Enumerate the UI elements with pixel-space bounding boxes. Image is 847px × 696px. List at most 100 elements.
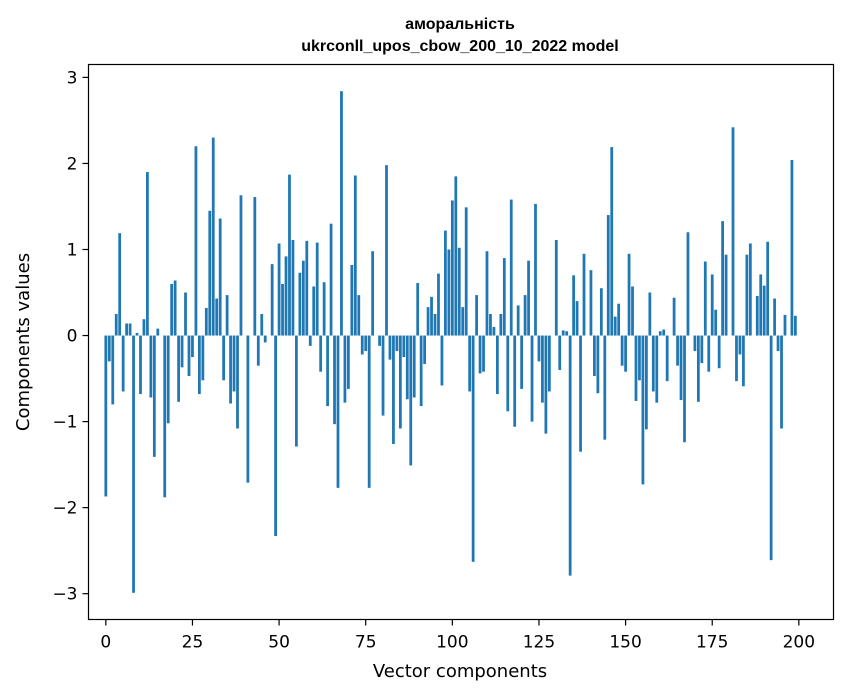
bar xyxy=(308,335,312,346)
bar xyxy=(554,240,558,336)
bar xyxy=(641,335,645,485)
bar xyxy=(322,282,326,336)
bar xyxy=(139,335,142,395)
x-tick-label: 200 xyxy=(783,633,815,653)
bar xyxy=(135,332,139,336)
x-axis-label: Vector components xyxy=(373,661,547,682)
bar xyxy=(353,175,357,336)
bar xyxy=(326,335,329,407)
y-tick-label: −2 xyxy=(52,499,77,519)
bar xyxy=(648,292,652,336)
bar xyxy=(447,249,451,336)
bar xyxy=(398,335,402,429)
bar xyxy=(627,253,631,336)
bar xyxy=(610,147,614,336)
chart-title-line1: аморальність xyxy=(405,16,515,33)
bar xyxy=(644,335,648,430)
bar xyxy=(385,165,388,336)
bar xyxy=(513,335,517,427)
bar xyxy=(509,199,513,336)
bar xyxy=(121,335,125,392)
bar xyxy=(748,243,752,336)
bar xyxy=(125,323,129,336)
bar xyxy=(599,288,603,336)
bar xyxy=(253,197,257,336)
bar xyxy=(437,273,440,336)
bar xyxy=(596,335,600,394)
bar xyxy=(762,285,766,336)
bar xyxy=(461,307,465,336)
bar xyxy=(357,295,361,336)
bar xyxy=(482,335,485,372)
bar xyxy=(170,283,174,336)
bar xyxy=(315,242,319,336)
bar xyxy=(724,254,728,336)
bar xyxy=(558,335,562,370)
bar xyxy=(502,258,506,336)
bar xyxy=(350,264,354,336)
bar xyxy=(703,261,707,336)
bar xyxy=(225,295,229,336)
x-axis-ticks: 0 25 50 75 100 125 150 175 200 xyxy=(100,619,815,653)
bar xyxy=(537,335,541,362)
bar xyxy=(468,335,472,392)
bar xyxy=(565,331,569,336)
bar xyxy=(222,335,226,381)
bar xyxy=(710,274,714,336)
bar xyxy=(693,335,697,352)
bar xyxy=(239,195,243,336)
x-tick-label: 50 xyxy=(268,633,290,653)
bar xyxy=(426,307,430,336)
bar xyxy=(478,335,482,374)
bar xyxy=(745,254,749,336)
bar xyxy=(232,335,236,392)
bar xyxy=(683,335,686,443)
bar xyxy=(780,335,783,429)
bar xyxy=(371,251,375,336)
bar xyxy=(547,335,551,392)
bar xyxy=(676,335,679,366)
bar xyxy=(132,335,135,593)
bar xyxy=(229,335,232,404)
bar xyxy=(343,335,347,403)
bar xyxy=(246,335,250,483)
bar xyxy=(489,314,492,336)
bar xyxy=(499,314,503,336)
bar xyxy=(717,335,721,369)
bar xyxy=(118,233,122,336)
bar xyxy=(589,270,593,336)
bar xyxy=(575,301,579,336)
bar xyxy=(603,335,607,440)
bar xyxy=(107,335,111,362)
bar xyxy=(544,335,548,434)
bar xyxy=(735,335,738,382)
bar xyxy=(606,215,610,336)
bar xyxy=(655,335,659,403)
bar xyxy=(444,230,447,336)
x-tick-label: 75 xyxy=(355,633,377,653)
bar xyxy=(492,326,496,336)
bar xyxy=(534,203,537,336)
bar xyxy=(405,335,409,400)
bar xyxy=(714,309,718,336)
bar xyxy=(194,146,198,336)
bar xyxy=(104,335,108,497)
bar xyxy=(295,335,298,447)
bar xyxy=(319,335,323,372)
bar xyxy=(381,335,385,416)
bar xyxy=(156,328,160,336)
bar xyxy=(613,316,617,336)
bar xyxy=(707,335,711,372)
x-tick-label: 150 xyxy=(609,633,641,653)
bar xyxy=(638,335,641,381)
bar xyxy=(128,323,132,336)
y-tick-label: 1 xyxy=(67,241,78,261)
bar xyxy=(582,253,586,336)
bar xyxy=(665,335,669,382)
bar xyxy=(388,335,392,360)
bar xyxy=(111,335,115,405)
bar xyxy=(180,335,184,368)
bar xyxy=(204,308,208,336)
bar xyxy=(329,223,333,336)
bar xyxy=(291,240,295,336)
